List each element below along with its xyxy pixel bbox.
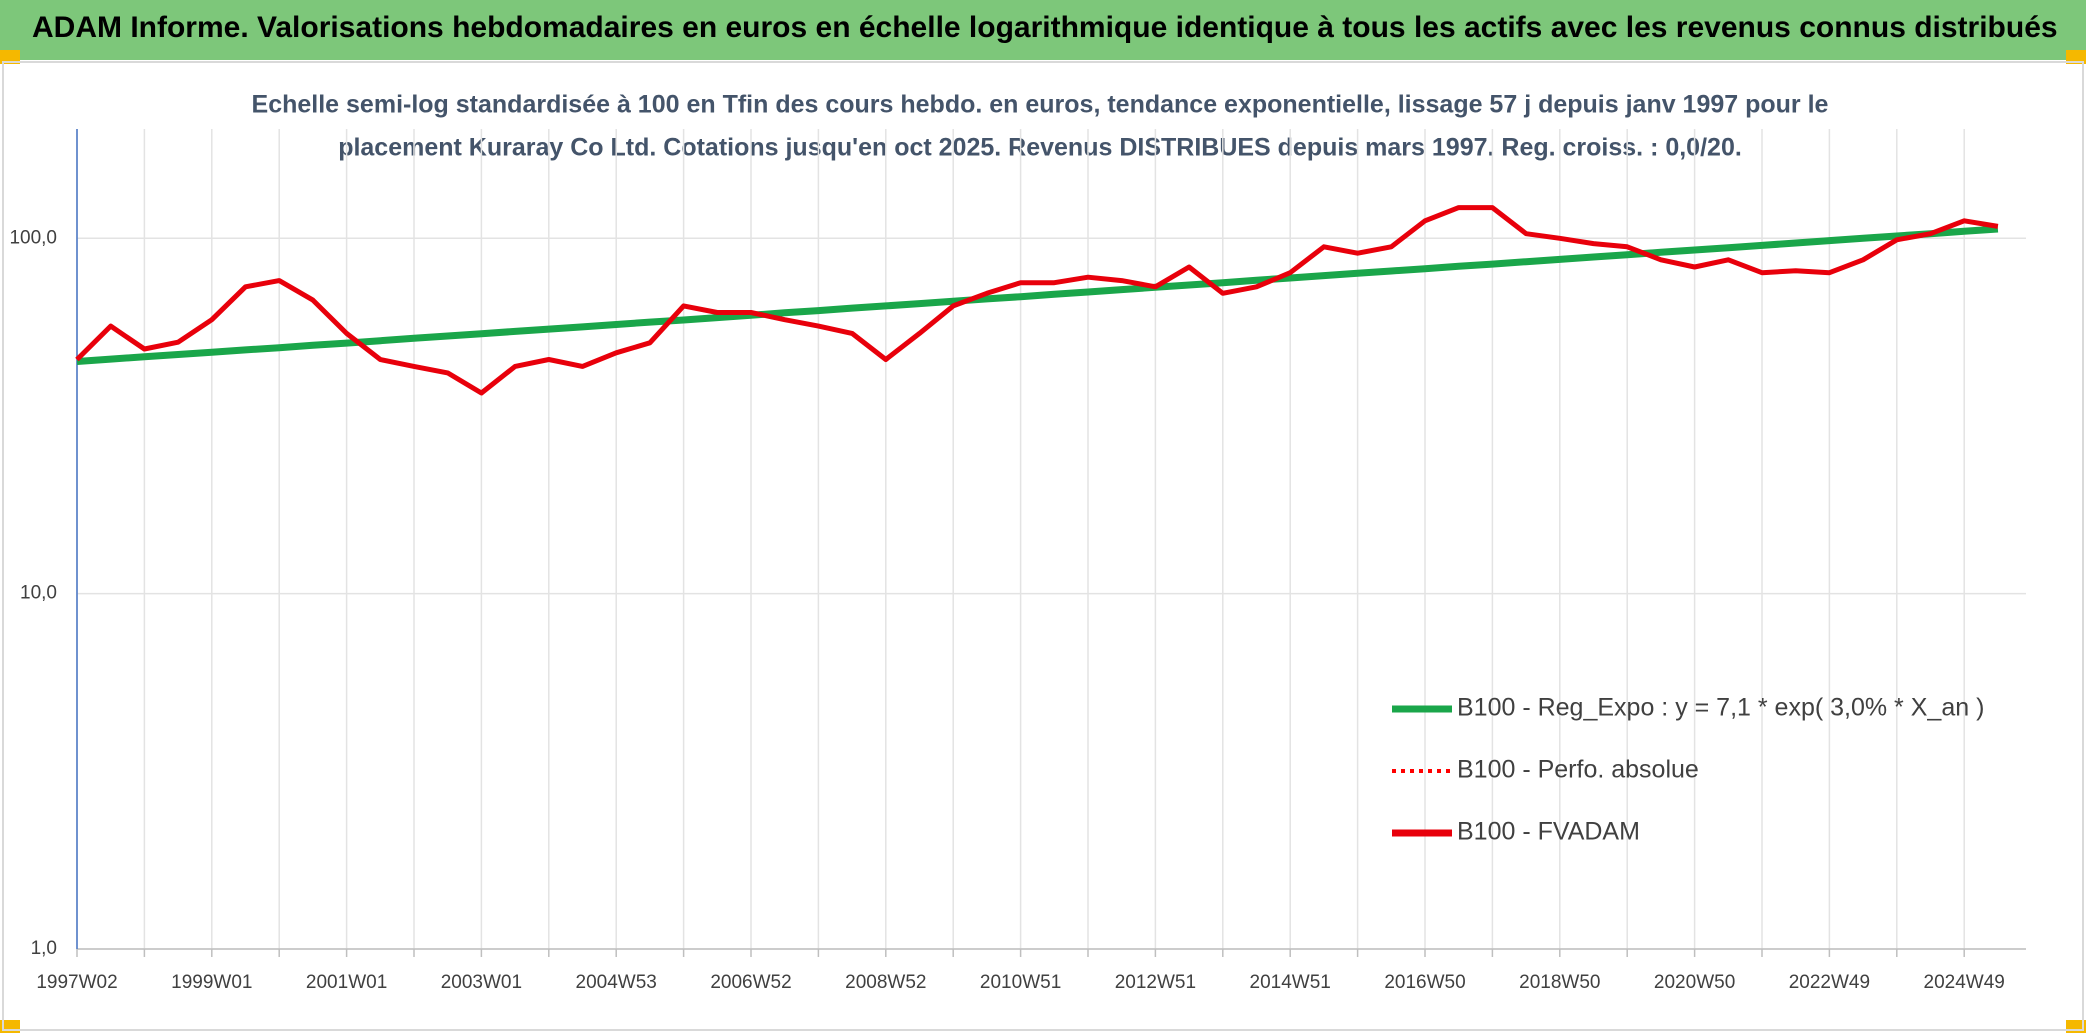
x-tick-label: 2022W49 (1789, 972, 1870, 993)
corner (0, 50, 20, 64)
x-tick-label: 2008W52 (845, 972, 926, 993)
x-tick-label: 2003W01 (441, 972, 522, 993)
subtitle: Echelle semi-log standardisée à 100 en T… (252, 91, 1829, 119)
x-tick-label: 2016W50 (1384, 972, 1465, 993)
legend-label: B100 - Reg_Expo : y = 7,1 * exp( 3,0% * … (1457, 694, 1984, 722)
x-tick-label: 1999W01 (171, 972, 252, 993)
chart-title: ADAM Informe. Valorisations hebdomadaire… (32, 11, 2058, 44)
subtitle: placement Kuraray Co Ltd. Cotations jusq… (338, 134, 1742, 162)
y-tick-label: 10,0 (20, 583, 57, 604)
x-tick-label: 2006W52 (710, 972, 791, 993)
y-tick-label: 1,0 (31, 938, 57, 959)
legend-label: B100 - Perfo. absolue (1457, 756, 1699, 784)
y-tick-label: 100,0 (9, 227, 57, 248)
x-tick-label: 2012W51 (1115, 972, 1196, 993)
header-bar (0, 0, 2086, 60)
data-line (76, 225, 1999, 365)
x-tick-label: 2020W50 (1654, 972, 1735, 993)
x-tick-label: 2018W50 (1519, 972, 1600, 993)
x-tick-label: 2004W53 (576, 972, 657, 993)
x-tick-label: 2014W51 (1250, 972, 1331, 993)
x-tick-label: 2001W01 (306, 972, 387, 993)
x-tick-label: 1997W02 (36, 972, 117, 993)
x-tick-label: 2024W49 (1924, 972, 2005, 993)
chart-border (2, 61, 2084, 1031)
legend-label: B100 - FVADAM (1457, 818, 1640, 846)
corner (2066, 50, 2086, 64)
x-tick-label: 2010W51 (980, 972, 1061, 993)
data-line (75, 205, 1999, 396)
